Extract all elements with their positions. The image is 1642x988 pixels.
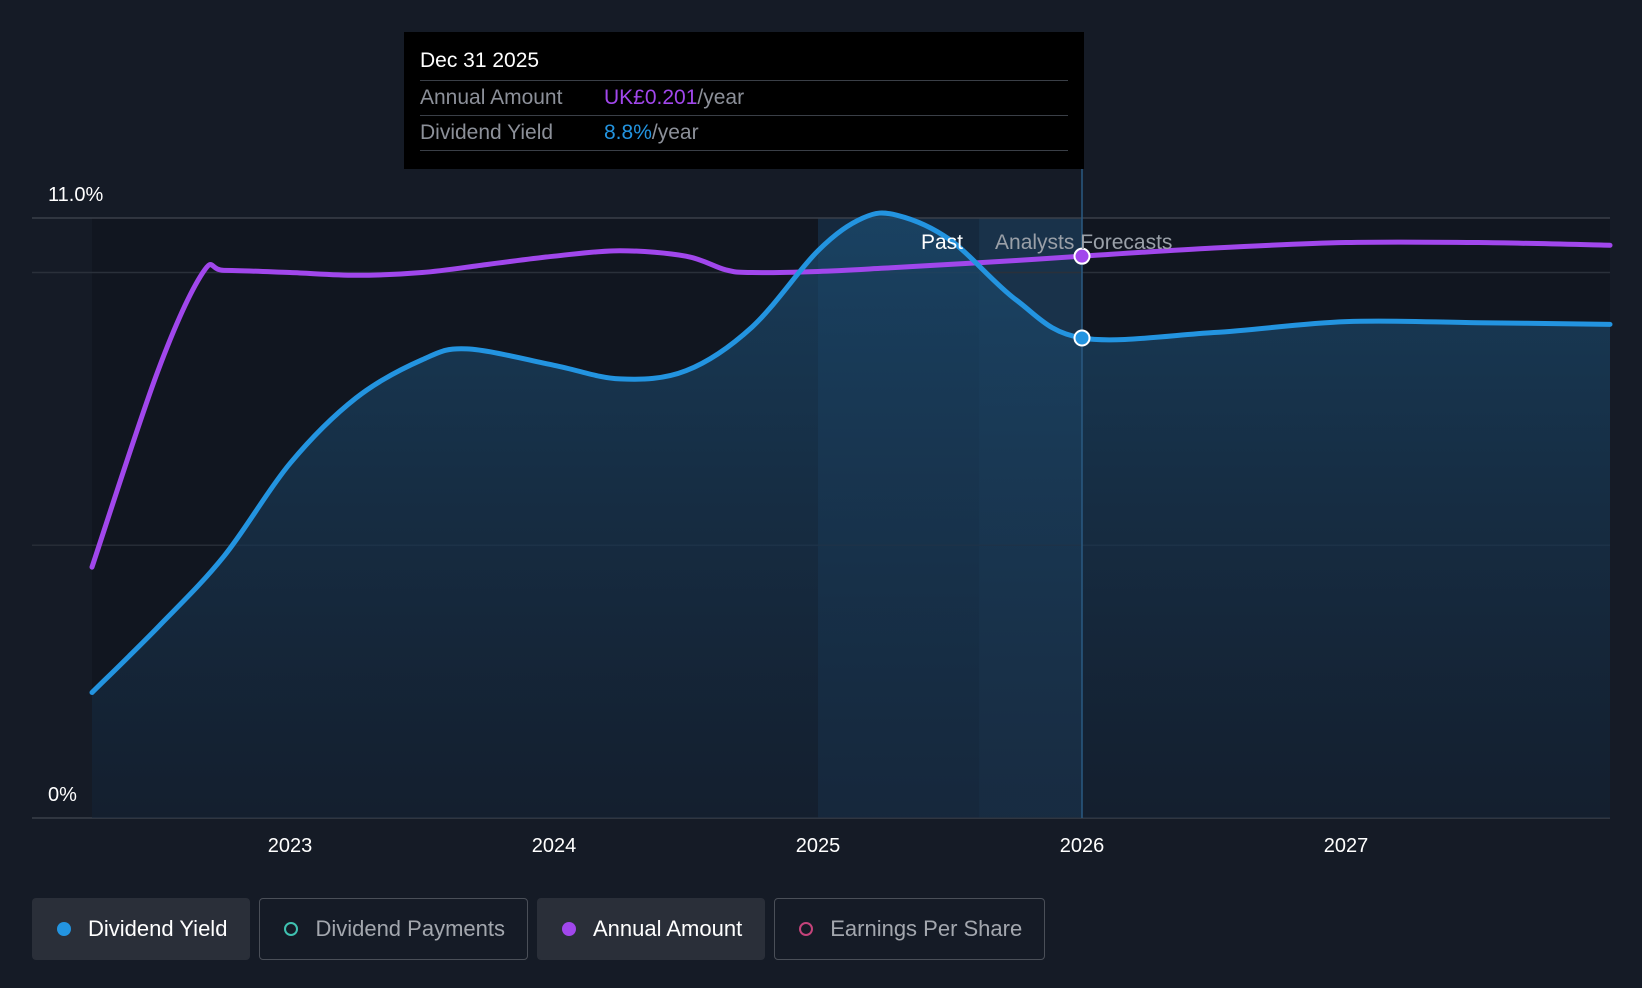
legend-dot-icon xyxy=(799,922,814,936)
tooltip-label: Annual Amount xyxy=(420,86,563,109)
annual-amount-line xyxy=(89,239,1613,570)
analysts-forecasts-label: Analysts Forecasts xyxy=(995,231,1172,254)
x-tick-label: 2024 xyxy=(532,835,577,857)
tooltip-row-annual-amount: Annual Amount UK£0.201 /year xyxy=(420,81,1068,116)
tooltip-label: Dividend Yield xyxy=(420,121,554,144)
tooltip-row-dividend-yield: Dividend Yield 8.8% /year xyxy=(420,116,1068,151)
legend-earnings-per-share-button[interactable]: Earnings Per Share xyxy=(774,898,1046,960)
legend-label: Dividend Yield xyxy=(88,916,228,941)
legend-annual-amount-button[interactable]: Annual Amount xyxy=(536,898,766,960)
dividend-yield-area xyxy=(92,212,1610,818)
legend: Dividend Yield Dividend Payments Annual … xyxy=(32,898,1046,960)
legend-dividend-payments-button[interactable]: Dividend Payments xyxy=(259,898,528,960)
dividend-yield-point[interactable] xyxy=(1073,329,1091,347)
x-tick-label: 2023 xyxy=(268,835,313,857)
y-tick-top: 11.0% xyxy=(48,184,103,206)
legend-label: Dividend Payments xyxy=(315,916,505,941)
x-axis-ticks: 2023 2024 2025 2026 2027 xyxy=(268,835,1369,857)
x-tick-label: 2027 xyxy=(1324,835,1369,857)
annual-amount-point[interactable] xyxy=(1073,247,1091,265)
tooltip-unit: /year xyxy=(651,121,699,144)
tooltip-date: Dec 31 2025 xyxy=(420,46,1068,81)
y-tick-bottom: 0% xyxy=(48,784,77,806)
legend-dot-icon xyxy=(57,922,71,936)
x-tick-label: 2026 xyxy=(1060,835,1105,857)
legend-label: Annual Amount xyxy=(592,916,743,941)
dividend-yield-line xyxy=(89,210,1613,696)
x-tick-label: 2025 xyxy=(796,835,841,857)
tooltip: Dec 31 2025 Annual Amount UK£0.201 /year… xyxy=(404,32,1084,169)
tooltip-value: 8.8% xyxy=(604,121,652,144)
legend-dot-icon xyxy=(561,922,576,936)
legend-dot-icon xyxy=(284,922,299,936)
legend-label: Earnings Per Share xyxy=(830,916,1023,941)
tooltip-value: UK£0.201 xyxy=(604,86,698,109)
legend-dividend-yield-button[interactable]: Dividend Yield xyxy=(32,898,251,960)
tooltip-unit: /year xyxy=(697,86,745,109)
past-label: Past xyxy=(921,231,963,254)
